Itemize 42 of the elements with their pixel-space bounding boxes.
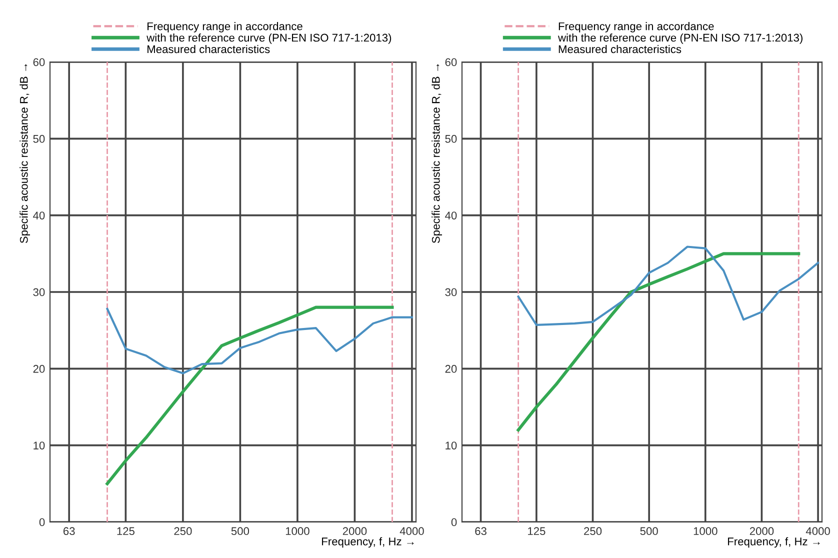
legend-label: with the reference curve (PN-EN ISO 717-1:2013) (146, 34, 392, 44)
y-tick-label: 60 (33, 58, 45, 66)
x-tick-label: 63 (475, 527, 486, 536)
y-tick-label: 50 (445, 134, 457, 143)
x-tick-label: 500 (640, 527, 658, 536)
x-tick-label: 250 (174, 527, 192, 536)
x-tick-label: 63 (63, 527, 75, 536)
x-tick-label: 2000 (750, 527, 774, 536)
x-tick-label: 1000 (286, 527, 310, 536)
x-axis-title: Frequency, f, Hz → (322, 537, 414, 548)
y-tick-label: 30 (33, 288, 45, 296)
x-tick-label: 125 (117, 527, 134, 536)
legend-label: Frequency range in accordance (148, 22, 302, 32)
line-series (516, 252, 800, 432)
y-tick-label: 40 (445, 212, 457, 220)
legend-label: Measured characteristics (558, 44, 682, 54)
legend-label: Measured characteristics (148, 44, 270, 54)
x-tick-label: 4000 (806, 527, 830, 536)
x-axis-title: Frequency, f, Hz → (728, 537, 820, 548)
y-tick-label: 10 (34, 442, 45, 450)
y-tick-label: 0 (451, 518, 457, 526)
line-series (106, 306, 394, 486)
x-tick-label: 500 (231, 527, 250, 536)
x-tick-label: 2000 (342, 527, 367, 536)
x-tick-label: 250 (584, 527, 602, 536)
x-tick-label: 1000 (694, 527, 718, 536)
legend-label: with the reference curve (PN-EN ISO 717-1:2013) (558, 34, 802, 44)
y-tick-label: 50 (33, 134, 45, 143)
y-axis-title: Specific acoustic resistance R, dB → (20, 64, 30, 244)
y-tick-label: 10 (446, 442, 457, 450)
y-tick-label: 40 (33, 212, 45, 220)
x-tick-label: 125 (528, 527, 546, 536)
y-tick-label: 30 (445, 288, 457, 296)
x-tick-label: 4000 (400, 527, 424, 536)
line-series (517, 246, 820, 326)
y-tick-label: 20 (33, 364, 45, 373)
y-axis-title: Specific acoustic resistance R, dB → (432, 64, 442, 244)
line-series (106, 308, 414, 374)
y-tick-label: 20 (445, 364, 457, 373)
y-tick-label: 60 (445, 58, 457, 66)
y-tick-label: 0 (39, 518, 45, 526)
legend-label: Frequency range in accordance (558, 22, 714, 32)
